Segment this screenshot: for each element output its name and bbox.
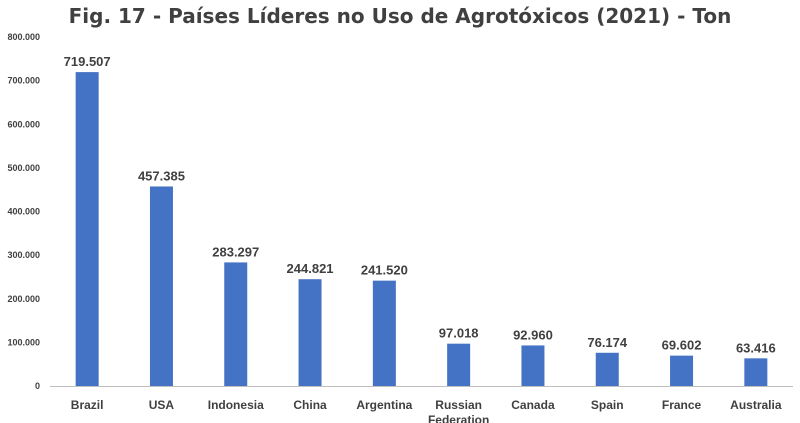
bar-canada bbox=[521, 345, 545, 386]
y-tick-label: 300.000 bbox=[7, 250, 40, 260]
data-label: 283.297 bbox=[212, 244, 259, 259]
chart-title: Fig. 17 - Países Líderes no Uso de Agrot… bbox=[68, 4, 732, 28]
bar-france bbox=[670, 355, 694, 386]
bar-australia bbox=[744, 358, 768, 386]
y-tick-label: 200.000 bbox=[7, 294, 40, 304]
bar-argentina bbox=[372, 280, 396, 386]
bar-china bbox=[298, 279, 322, 386]
x-tick-label: USA bbox=[149, 398, 175, 412]
data-label: 241.520 bbox=[361, 263, 408, 278]
data-label: 719.507 bbox=[64, 54, 111, 69]
x-tick-label: Indonesia bbox=[208, 398, 264, 412]
x-tick-label: Australia bbox=[730, 398, 782, 412]
x-tick-label: Spain bbox=[591, 398, 624, 412]
y-tick-label: 100.000 bbox=[7, 337, 40, 347]
x-tick-label: Brazil bbox=[71, 398, 104, 412]
x-tick-label: Russian Federation bbox=[428, 398, 489, 423]
bar-usa bbox=[149, 186, 173, 386]
y-tick-label: 700.000 bbox=[7, 76, 40, 86]
x-tick-label: Canada bbox=[511, 398, 555, 412]
y-tick-label: 500.000 bbox=[7, 163, 40, 173]
y-tick-label: 0 bbox=[35, 381, 40, 391]
x-tick-label: Argentina bbox=[356, 398, 412, 412]
bar-indonesia bbox=[224, 262, 248, 386]
x-tick-label: France bbox=[662, 398, 702, 412]
data-label: 97.018 bbox=[439, 326, 479, 341]
y-tick-label: 400.000 bbox=[7, 207, 40, 217]
data-label: 244.821 bbox=[287, 261, 334, 276]
data-label: 457.385 bbox=[138, 168, 185, 183]
data-label: 92.960 bbox=[513, 327, 553, 342]
data-label: 63.416 bbox=[736, 340, 776, 355]
data-label: 69.602 bbox=[662, 338, 702, 353]
bar-brazil bbox=[75, 72, 99, 386]
x-tick-label: China bbox=[293, 398, 327, 412]
bar-spain bbox=[595, 352, 619, 386]
bar-russian-federation bbox=[447, 343, 471, 386]
y-tick-label: 800.000 bbox=[7, 32, 40, 42]
data-label: 76.174 bbox=[587, 335, 628, 350]
y-tick-label: 600.000 bbox=[7, 119, 40, 129]
